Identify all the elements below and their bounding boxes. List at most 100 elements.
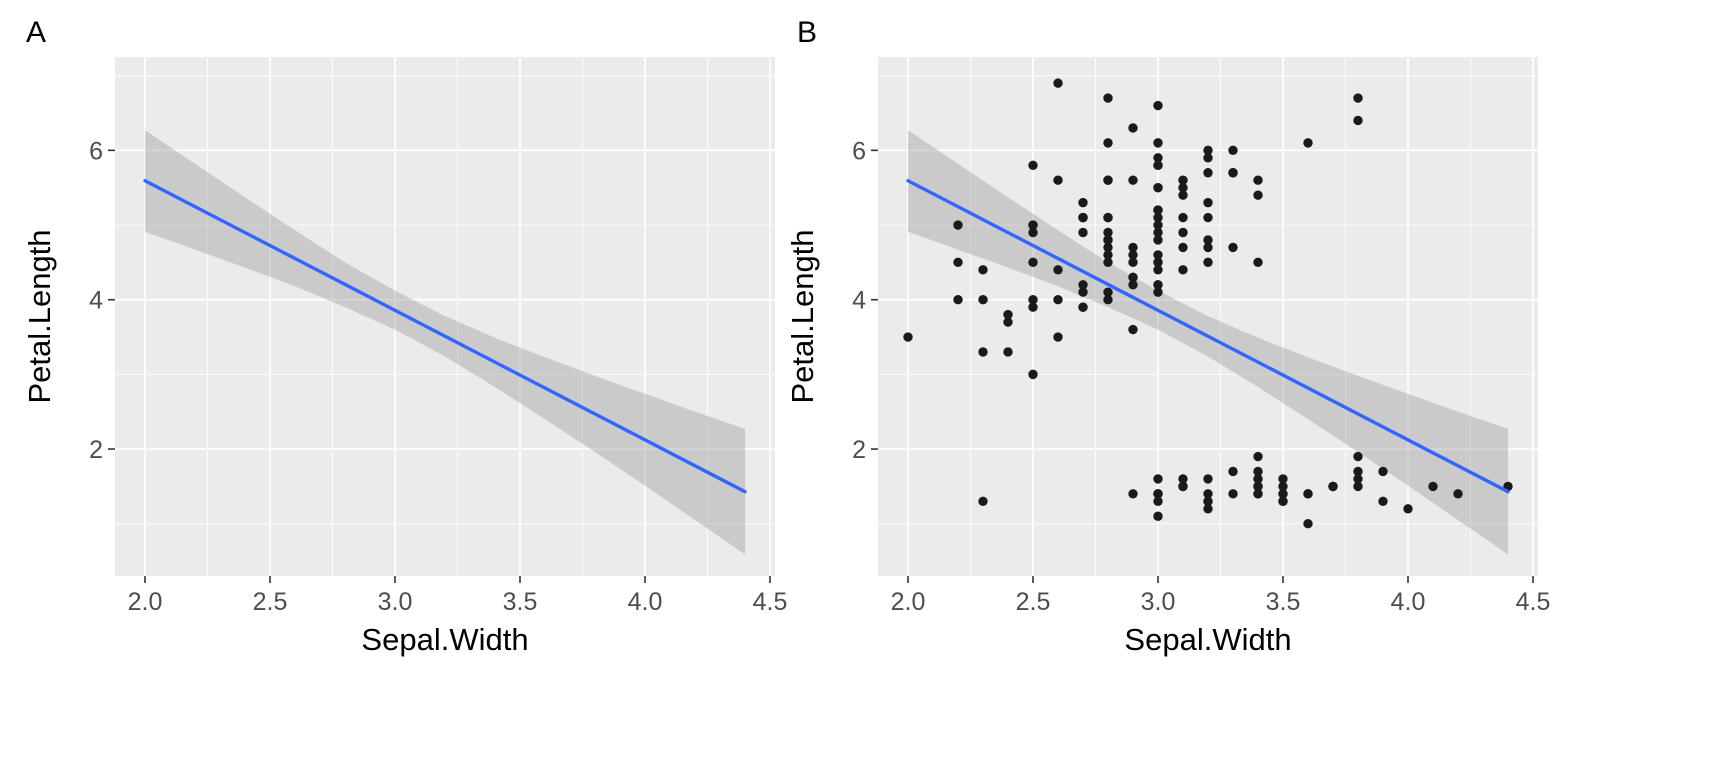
data-point xyxy=(1303,519,1313,529)
data-point xyxy=(1253,175,1263,185)
data-point xyxy=(1353,451,1363,462)
y-tick-label: 6 xyxy=(852,137,866,165)
data-point xyxy=(1278,496,1288,507)
data-point xyxy=(1103,138,1113,148)
data-point xyxy=(1203,153,1213,163)
data-point xyxy=(1253,451,1263,462)
data-point xyxy=(1128,250,1138,260)
plot-panel-background-a xyxy=(115,57,775,576)
data-point xyxy=(1128,280,1138,290)
y-axis-title: Petal.Length xyxy=(785,229,820,403)
confidence-band xyxy=(908,130,1508,555)
data-point xyxy=(1153,227,1163,238)
x-tick-label: 4.0 xyxy=(628,588,663,616)
data-point xyxy=(1078,197,1088,208)
data-point xyxy=(1203,145,1213,156)
y-tick-label: 2 xyxy=(89,436,103,464)
data-point xyxy=(1153,138,1163,148)
data-point xyxy=(1003,347,1013,357)
data-point xyxy=(1278,474,1288,484)
data-point xyxy=(1178,227,1188,238)
data-point xyxy=(1028,294,1038,305)
regression-line xyxy=(906,179,1510,494)
panel-a: 2.0 2.5 3.0 3.5 4.0 4.5 2 4 6 Sepal.Width Petal.Le… xyxy=(22,16,787,657)
data-point xyxy=(1228,145,1238,156)
data-point xyxy=(1353,93,1363,103)
data-point xyxy=(1078,212,1088,223)
data-point xyxy=(1053,294,1063,305)
data-point xyxy=(1178,481,1188,492)
y-tick-label: 6 xyxy=(89,137,103,165)
data-point xyxy=(1428,481,1438,492)
data-point xyxy=(1128,123,1138,133)
data-point xyxy=(1078,287,1088,297)
data-point xyxy=(1153,265,1163,275)
data-point xyxy=(1153,153,1163,163)
data-point xyxy=(1253,190,1263,200)
x-axis-title: Sepal.Width xyxy=(361,622,528,657)
panel-tag-a: A xyxy=(26,16,46,49)
data-point xyxy=(1228,168,1238,178)
data-point xyxy=(1103,212,1113,223)
data-point xyxy=(978,265,988,275)
data-point xyxy=(1178,182,1188,193)
regression-line xyxy=(143,179,747,494)
data-point xyxy=(1103,227,1113,238)
data-point xyxy=(1103,294,1113,305)
data-point xyxy=(1053,175,1063,185)
data-point xyxy=(1303,489,1313,499)
x-tick-label: 3.5 xyxy=(503,588,538,616)
data-point xyxy=(1178,190,1188,200)
data-point xyxy=(1203,504,1213,514)
x-tick-label: 2.5 xyxy=(1016,588,1051,616)
data-point xyxy=(1028,257,1038,268)
x-tick-label: 2.0 xyxy=(128,588,163,616)
data-point xyxy=(1103,250,1113,260)
y-tick-label: 4 xyxy=(852,287,866,315)
data-point xyxy=(1128,324,1138,335)
data-point xyxy=(1053,332,1063,342)
data-point xyxy=(1003,309,1013,320)
data-point xyxy=(1203,474,1213,484)
data-point xyxy=(1178,212,1188,223)
data-point xyxy=(903,332,913,342)
confidence-band xyxy=(145,130,745,555)
data-point xyxy=(1228,242,1238,253)
data-point xyxy=(953,257,963,268)
data-point xyxy=(1203,197,1213,208)
data-point xyxy=(1153,287,1163,297)
data-point xyxy=(1078,227,1088,238)
data-point xyxy=(1203,257,1213,268)
data-point xyxy=(1178,474,1188,484)
data-point xyxy=(1253,489,1263,499)
data-point xyxy=(1103,175,1113,185)
data-point xyxy=(953,220,963,230)
data-point xyxy=(1153,474,1163,484)
data-point xyxy=(1228,466,1238,477)
data-point xyxy=(1053,265,1063,275)
data-point xyxy=(1078,280,1088,290)
data-point xyxy=(1078,302,1088,312)
data-point xyxy=(1253,481,1263,492)
data-point xyxy=(1153,257,1163,268)
x-tick-label: 2.5 xyxy=(253,588,288,616)
data-point xyxy=(1028,227,1038,238)
data-point xyxy=(1103,235,1113,245)
x-tick-label: 2.0 xyxy=(891,588,926,616)
data-point xyxy=(1103,257,1113,268)
data-point xyxy=(1253,474,1263,484)
data-point xyxy=(1378,496,1388,507)
data-point xyxy=(1203,168,1213,178)
data-point xyxy=(1203,496,1213,507)
data-point xyxy=(1153,100,1163,111)
data-point xyxy=(1278,481,1288,492)
data-point xyxy=(1128,175,1138,185)
data-point xyxy=(1178,242,1188,253)
data-point xyxy=(1153,182,1163,193)
x-tick-label: 4.5 xyxy=(753,588,788,616)
data-point xyxy=(1303,138,1313,148)
data-point xyxy=(1353,115,1363,126)
data-point xyxy=(1228,489,1238,499)
data-point xyxy=(1028,220,1038,230)
data-point xyxy=(1153,511,1163,521)
